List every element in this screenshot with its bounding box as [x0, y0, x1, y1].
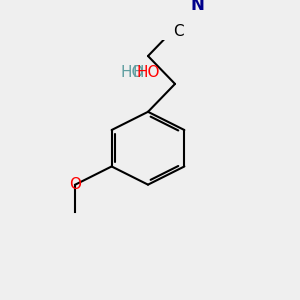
Text: C: C — [173, 24, 183, 39]
Text: H: H — [132, 65, 144, 80]
Text: HO: HO — [120, 65, 144, 80]
Text: O: O — [69, 177, 81, 192]
Text: HO: HO — [136, 65, 160, 80]
Text: N: N — [191, 0, 205, 14]
